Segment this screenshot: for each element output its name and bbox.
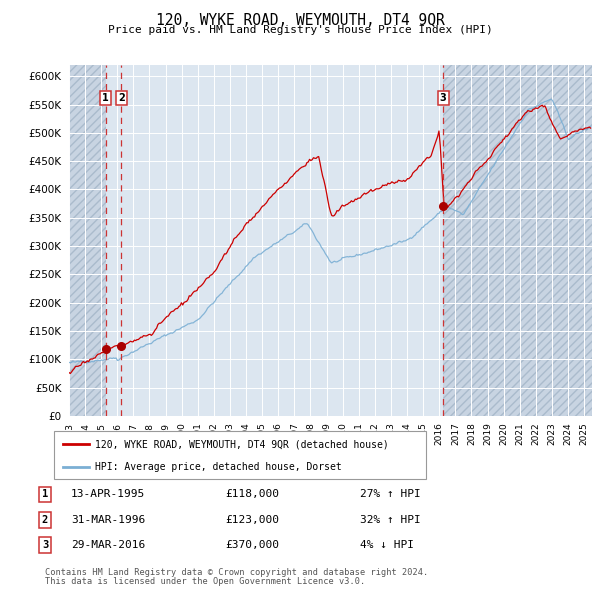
Text: Price paid vs. HM Land Registry's House Price Index (HPI): Price paid vs. HM Land Registry's House … [107,25,493,35]
FancyBboxPatch shape [54,431,426,479]
Text: HPI: Average price, detached house, Dorset: HPI: Average price, detached house, Dors… [95,462,341,472]
Text: 29-MAR-2016: 29-MAR-2016 [71,540,145,550]
Text: 32% ↑ HPI: 32% ↑ HPI [360,515,421,525]
Text: £370,000: £370,000 [225,540,279,550]
Text: 3: 3 [440,93,446,103]
Text: 1: 1 [103,93,109,103]
Text: 31-MAR-1996: 31-MAR-1996 [71,515,145,525]
Text: This data is licensed under the Open Government Licence v3.0.: This data is licensed under the Open Gov… [45,578,365,586]
Text: 2: 2 [118,93,125,103]
Text: 13-APR-1995: 13-APR-1995 [71,490,145,499]
Text: 120, WYKE ROAD, WEYMOUTH, DT4 9QR: 120, WYKE ROAD, WEYMOUTH, DT4 9QR [155,13,445,28]
Bar [69,65,106,416]
Text: 4% ↓ HPI: 4% ↓ HPI [360,540,414,550]
Text: 27% ↑ HPI: 27% ↑ HPI [360,490,421,499]
Text: 1: 1 [42,490,48,499]
Text: 2: 2 [42,515,48,525]
Text: £118,000: £118,000 [225,490,279,499]
Text: Contains HM Land Registry data © Crown copyright and database right 2024.: Contains HM Land Registry data © Crown c… [45,568,428,577]
Text: 120, WYKE ROAD, WEYMOUTH, DT4 9QR (detached house): 120, WYKE ROAD, WEYMOUTH, DT4 9QR (detac… [95,439,389,449]
Bar [443,65,592,416]
Text: 3: 3 [42,540,48,550]
Text: £123,000: £123,000 [225,515,279,525]
